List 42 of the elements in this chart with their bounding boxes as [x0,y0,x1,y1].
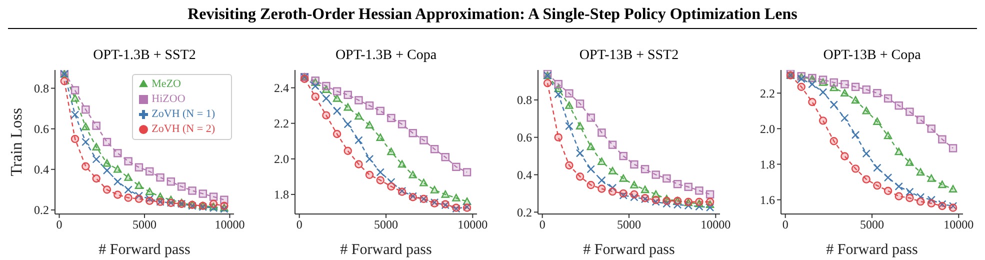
x-tick-label: 10000 [944,218,974,232]
y-tick-label: 0.2 [517,205,532,220]
y-tick-label: 0.4 [517,168,532,182]
x-tick-label: 5000 [132,218,156,232]
y-tick-label: 1.8 [760,157,775,172]
y-tick-label: 2.0 [274,152,289,166]
y-tick-label: 0.6 [34,122,49,136]
x-tick-label: 5000 [617,218,641,232]
x-tick-label: 0 [782,218,788,232]
y-tick-label: 0.8 [34,82,49,96]
y-tick-label: 0.4 [34,162,49,177]
legend-label: ZoVH (N = 2) [152,123,215,135]
x-tick-label: 10000 [458,218,488,232]
x-axis-title: # Forward pass [583,242,675,258]
legend-label: HiZOO [152,93,186,105]
legend-label: ZoVH (N = 1) [152,108,215,120]
x-tick-label: 10000 [214,218,245,232]
chart-title: OPT-13B + SST2 [578,48,680,64]
x-axis-title: # Forward pass [98,242,190,258]
chart-title: OPT-1.3B + SST2 [92,48,197,64]
x-tick-label: 10000 [700,218,731,232]
y-tick-label: 0.8 [517,93,532,108]
x-tick-label: 0 [296,218,302,232]
y-tick-label: 2.2 [274,116,289,131]
x-axis-title: # Forward pass [826,242,918,258]
x-tick-label: 5000 [860,218,884,232]
y-tick-label: 2.2 [760,86,775,100]
x-tick-label: 0 [56,218,62,232]
chart-title: OPT-13B + Copa [822,48,922,64]
y-tick-label: 0.2 [34,203,49,218]
y-tick-label: 2.4 [274,81,289,96]
legend-label: MeZO [152,78,181,90]
x-tick-label: 0 [539,218,546,232]
chart-title: OPT-1.3B + Copa [334,48,438,64]
text: Revisiting Zeroth-Order Hessian Approximation: A Single-Step Policy Optimization Lens [186,5,798,24]
x-tick-label: 5000 [374,218,398,232]
x-axis-title: # Forward pass [340,242,432,258]
y-tick-label: 1.6 [760,193,775,208]
y-axis-title: Train Loss [8,108,26,176]
y-tick-label: 1.8 [274,188,289,202]
y-tick-label: 2.0 [760,122,775,136]
y-tick-label: 0.6 [517,130,532,145]
